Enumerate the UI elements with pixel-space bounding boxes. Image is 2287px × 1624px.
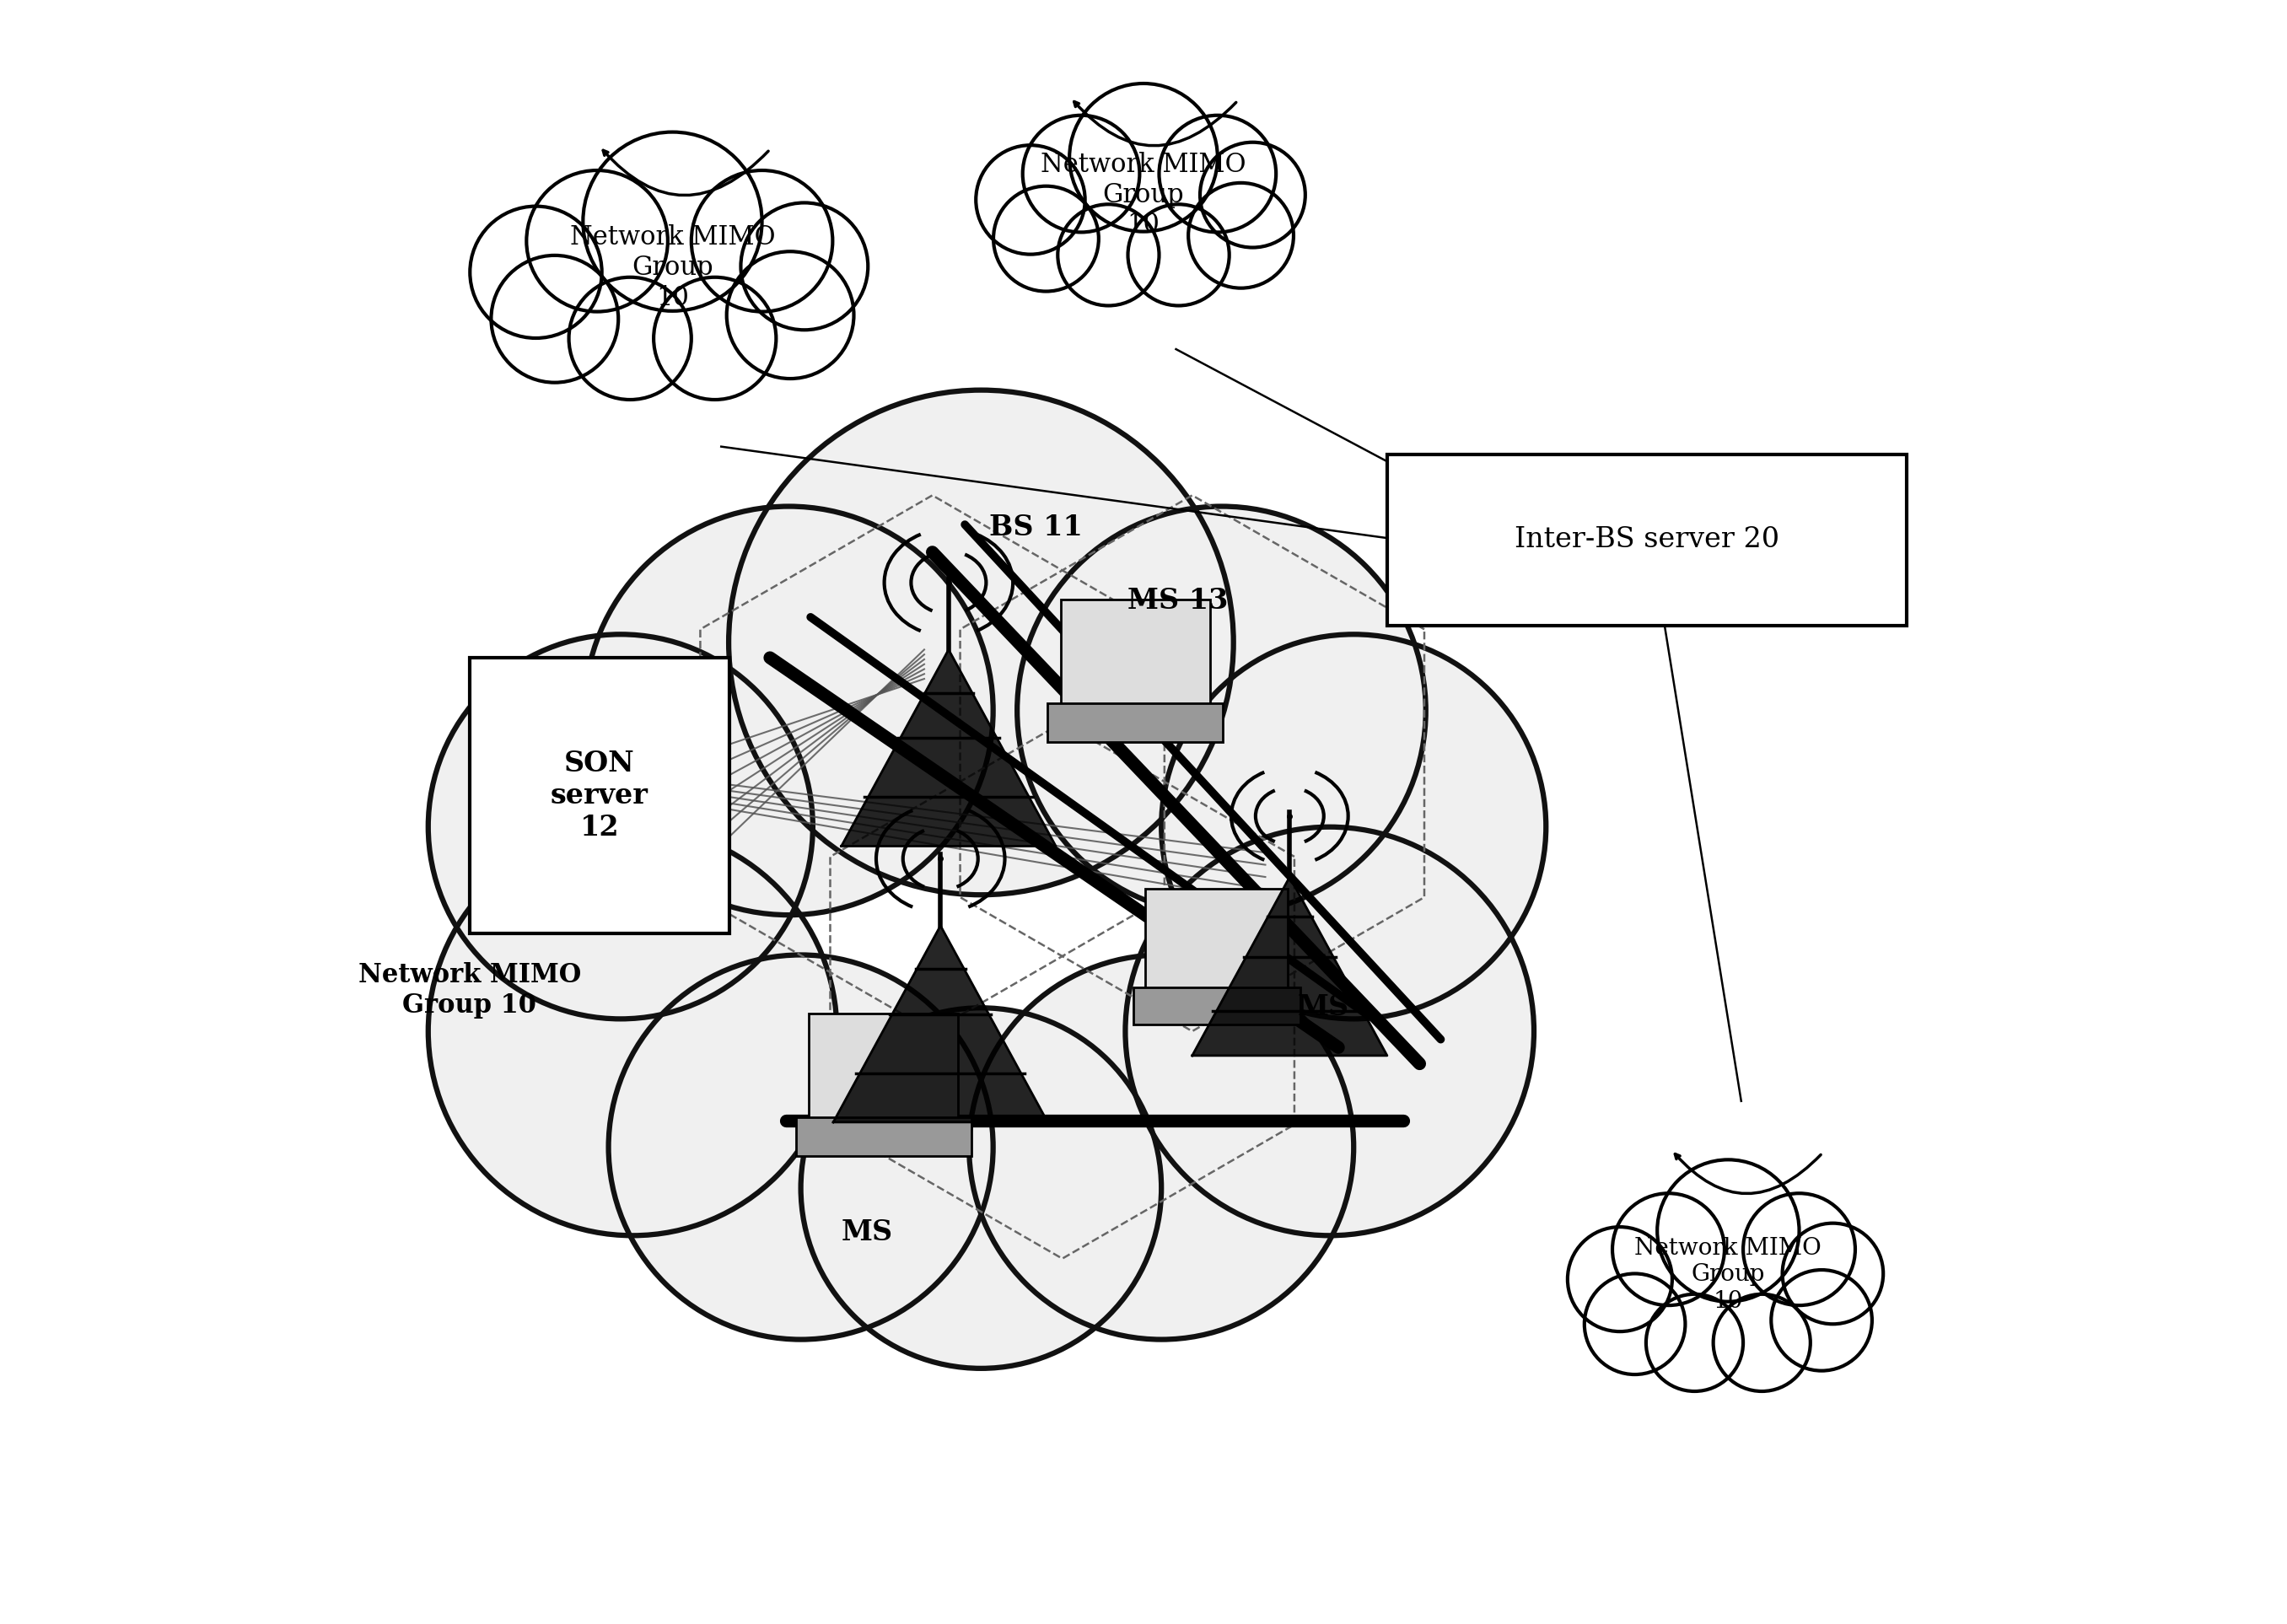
Circle shape — [654, 278, 775, 400]
Circle shape — [428, 635, 812, 1018]
Text: Inter-BS server 20: Inter-BS server 20 — [1514, 526, 1779, 554]
Circle shape — [583, 132, 762, 312]
FancyBboxPatch shape — [1061, 599, 1210, 710]
Circle shape — [1647, 1294, 1743, 1392]
Circle shape — [428, 827, 837, 1236]
FancyBboxPatch shape — [1146, 888, 1288, 994]
Circle shape — [1018, 507, 1425, 914]
Circle shape — [1567, 1228, 1672, 1332]
Circle shape — [1612, 1194, 1724, 1306]
FancyBboxPatch shape — [1132, 987, 1299, 1025]
Circle shape — [492, 255, 617, 383]
Circle shape — [741, 203, 869, 330]
Text: MS: MS — [1297, 992, 1349, 1021]
Text: Network MIMO
Group
10: Network MIMO Group 10 — [569, 224, 775, 312]
FancyBboxPatch shape — [469, 658, 730, 934]
Circle shape — [526, 171, 668, 312]
Text: SON
server
12: SON server 12 — [551, 750, 647, 841]
Circle shape — [585, 507, 993, 914]
FancyBboxPatch shape — [810, 1013, 958, 1124]
Circle shape — [1713, 1294, 1811, 1392]
Text: BS 11: BS 11 — [990, 513, 1082, 542]
FancyBboxPatch shape — [1388, 455, 1907, 625]
Circle shape — [1658, 1160, 1800, 1302]
Polygon shape — [1192, 877, 1388, 1056]
Circle shape — [1189, 184, 1294, 287]
Circle shape — [970, 955, 1354, 1340]
Circle shape — [608, 955, 993, 1340]
Circle shape — [1127, 205, 1228, 305]
Circle shape — [727, 252, 853, 378]
Circle shape — [1743, 1194, 1855, 1306]
Circle shape — [691, 171, 832, 312]
Circle shape — [1125, 827, 1535, 1236]
FancyBboxPatch shape — [1047, 703, 1224, 742]
Circle shape — [1059, 205, 1160, 305]
Circle shape — [1782, 1223, 1882, 1324]
Circle shape — [469, 206, 601, 338]
Text: MS: MS — [842, 1218, 894, 1246]
Text: Network MIMO
Group
10: Network MIMO Group 10 — [1635, 1237, 1823, 1312]
Text: Network MIMO
Group
10: Network MIMO Group 10 — [1041, 151, 1246, 239]
Circle shape — [977, 145, 1084, 255]
Circle shape — [569, 278, 691, 400]
Circle shape — [730, 390, 1233, 895]
Circle shape — [1770, 1270, 1873, 1371]
Circle shape — [1160, 115, 1276, 232]
Circle shape — [1585, 1273, 1686, 1374]
Circle shape — [1201, 143, 1306, 247]
Circle shape — [1022, 115, 1139, 232]
Text: MS 13: MS 13 — [1127, 586, 1228, 615]
Polygon shape — [832, 926, 1047, 1122]
Text: Network MIMO
Group 10: Network MIMO Group 10 — [359, 963, 581, 1018]
Circle shape — [800, 1009, 1162, 1369]
Polygon shape — [842, 650, 1057, 846]
Circle shape — [1162, 635, 1546, 1018]
Circle shape — [993, 187, 1098, 291]
Circle shape — [1070, 83, 1217, 232]
FancyBboxPatch shape — [796, 1117, 972, 1156]
